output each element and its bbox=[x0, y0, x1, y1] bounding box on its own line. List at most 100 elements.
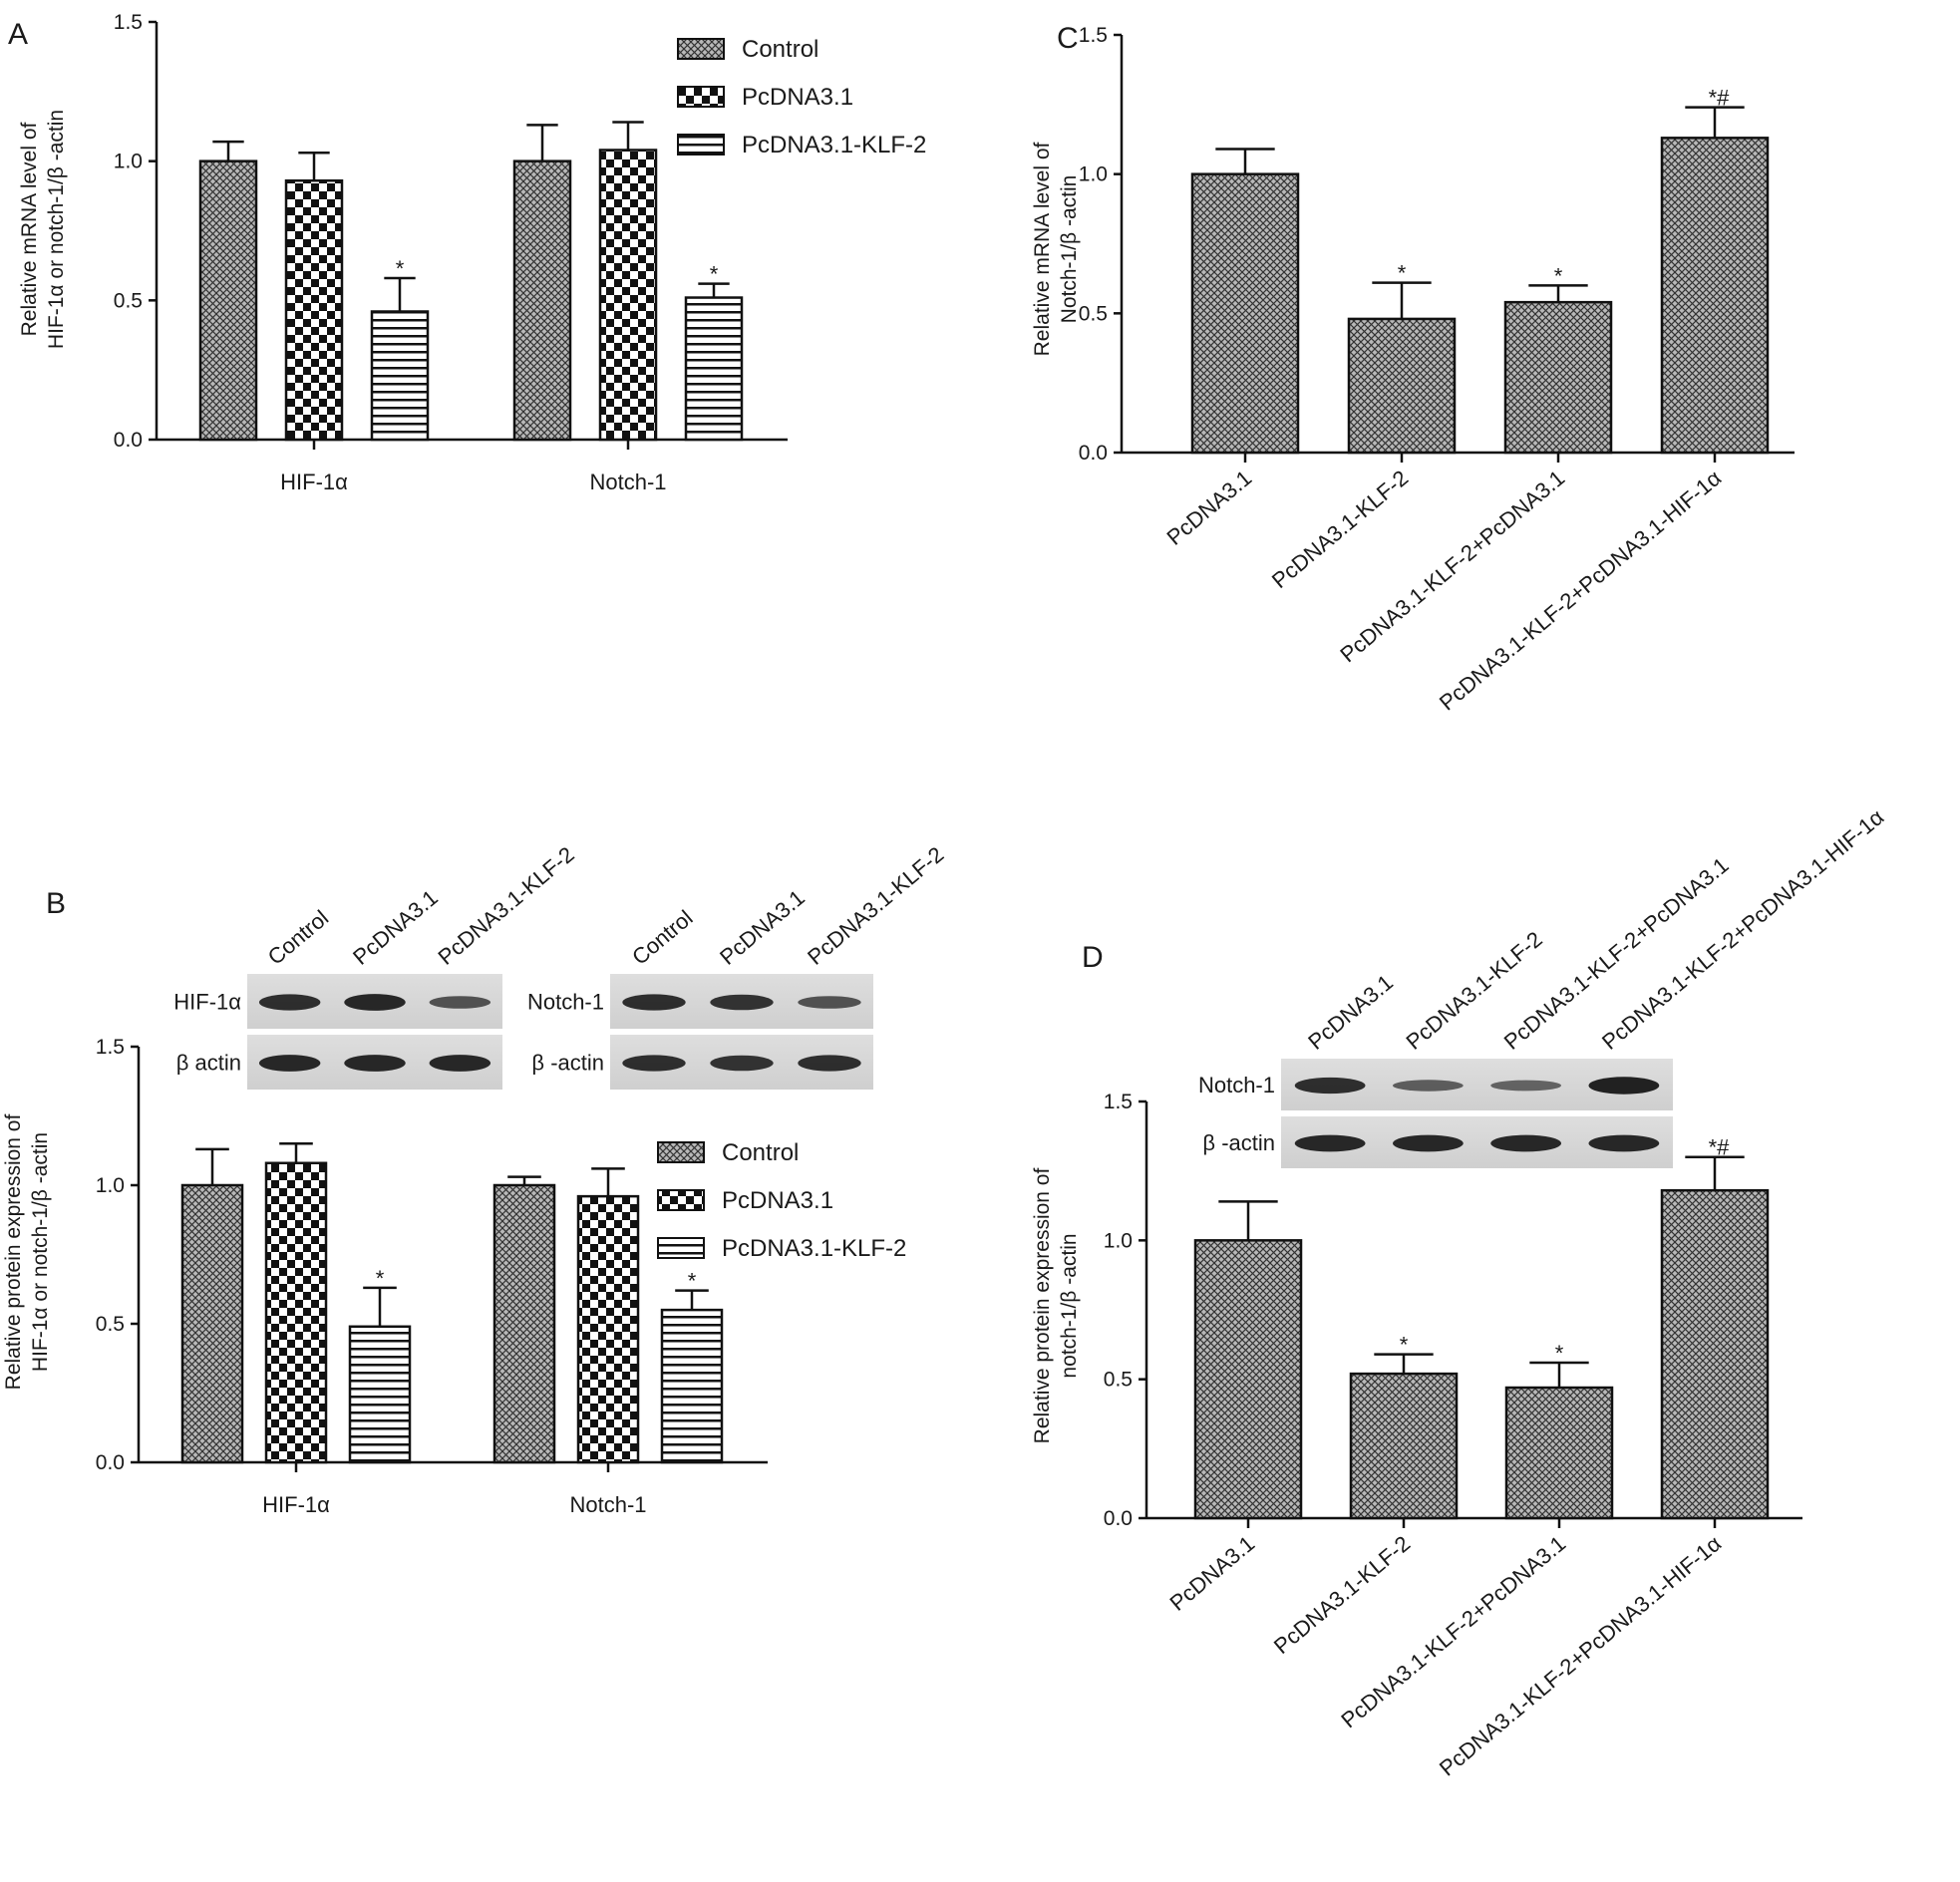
legend-label: PcDNA3.1 bbox=[742, 84, 853, 111]
blot-lane-label: Control bbox=[627, 905, 697, 970]
blot-row-label: Notch-1 bbox=[527, 990, 604, 1015]
blot-row-label: β -actin bbox=[1202, 1130, 1275, 1155]
legend-label: PcDNA3.1-KLF-2 bbox=[722, 1235, 906, 1262]
y-axis-label-line: notch-1/β -actin bbox=[1058, 1233, 1081, 1378]
bar bbox=[348, 1325, 412, 1464]
legend-swatch bbox=[677, 86, 725, 108]
bar bbox=[1347, 317, 1457, 455]
y-axis-label: Relative mRNA level of HIF-1α or notch-1/… bbox=[18, 110, 68, 349]
bar bbox=[1190, 172, 1300, 455]
blot-row-label: HIF-1α bbox=[173, 990, 241, 1015]
blot-lane-label: PcDNA3.1-KLF-2 bbox=[433, 841, 578, 969]
y-tick-label: 0.5 bbox=[1104, 1369, 1133, 1392]
legend-label: PcDNA3.1 bbox=[722, 1187, 833, 1214]
y-tick-label: 0.0 bbox=[114, 429, 143, 452]
y-tick-label: 1.0 bbox=[96, 1174, 125, 1197]
blot-lane-label: PcDNA3.1 bbox=[715, 885, 810, 970]
y-axis-label-line: Relative protein expression of bbox=[2, 1114, 25, 1391]
y-axis-label-line: HIF-1α or notch-1/β -actin bbox=[29, 1132, 52, 1372]
legend-label: Control bbox=[722, 1139, 799, 1166]
y-tick-label: 1.0 bbox=[1079, 163, 1108, 186]
panel-b: 0.0 0.5 1.0 1.5 Relative protein expression … bbox=[2, 841, 948, 1517]
blot-lane-label: Control bbox=[263, 905, 333, 970]
significance-mark: * bbox=[376, 1266, 385, 1291]
x-tick-label: PcDNA3.1 bbox=[1161, 466, 1256, 550]
blot-row-label: β -actin bbox=[531, 1051, 604, 1076]
y-axis-label-line: Relative mRNA level of bbox=[1031, 142, 1054, 356]
bar bbox=[660, 1308, 724, 1464]
y-axis-label: Relative mRNA level of Notch-1/β -actin bbox=[1031, 142, 1081, 356]
x-tick-label: PcDNA3.1-KLF-2+PcDNA3.1-HIF-1α bbox=[1435, 466, 1726, 716]
blot-band bbox=[344, 1055, 406, 1072]
x-tick-label: PcDNA3.1-KLF-2 bbox=[1267, 466, 1413, 593]
bar bbox=[492, 1183, 556, 1464]
bar bbox=[264, 1161, 328, 1464]
bar bbox=[576, 1194, 640, 1464]
significance-mark: * bbox=[1400, 1333, 1409, 1358]
y-tick-label: 0.5 bbox=[96, 1313, 125, 1336]
blot-lane-label: PcDNA3.1-KLF-2 bbox=[803, 841, 948, 969]
y-axis-label-line: Notch-1/β -actin bbox=[1058, 175, 1081, 324]
blot-band bbox=[429, 1055, 491, 1072]
panel-letter-b: B bbox=[46, 887, 66, 920]
significance-mark: *# bbox=[1709, 86, 1731, 111]
legend-swatch bbox=[677, 134, 725, 156]
y-tick-label: 0.5 bbox=[114, 289, 143, 312]
bar bbox=[198, 159, 258, 442]
blot-row-label: Notch-1 bbox=[1198, 1073, 1275, 1098]
bar bbox=[1504, 1386, 1614, 1520]
blot-band bbox=[1393, 1080, 1464, 1092]
y-tick-label: 1.5 bbox=[96, 1036, 125, 1059]
x-tick-label: HIF-1α bbox=[280, 470, 348, 494]
panel-labels: A C B D bbox=[8, 18, 1104, 974]
y-axis-label-line: Relative mRNA level of bbox=[18, 122, 41, 336]
y-tick-label: 0.5 bbox=[1079, 302, 1108, 325]
blot-band bbox=[1490, 1134, 1561, 1152]
x-tick-label: PcDNA3.1-KLF-2 bbox=[1269, 1531, 1415, 1659]
significance-mark: * bbox=[396, 256, 405, 281]
blot-band bbox=[622, 1055, 686, 1072]
legend-swatch bbox=[657, 1141, 705, 1163]
blot-band bbox=[1490, 1080, 1561, 1092]
bar bbox=[684, 296, 744, 442]
y-tick-label: 1.5 bbox=[1079, 24, 1108, 47]
x-tick-label: Notch-1 bbox=[569, 1492, 646, 1517]
blot-band bbox=[1588, 1134, 1660, 1152]
significance-mark: * bbox=[1555, 1341, 1564, 1366]
panel-letter-a: A bbox=[8, 18, 28, 51]
bar bbox=[512, 159, 572, 442]
blot-band bbox=[798, 1055, 861, 1072]
bar bbox=[1503, 300, 1613, 455]
blot-band bbox=[710, 1055, 774, 1072]
y-axis-label-line: Relative protein expression of bbox=[1031, 1168, 1054, 1444]
significance-mark: *# bbox=[1709, 1135, 1731, 1160]
y-axis-label-line: HIF-1α or notch-1/β -actin bbox=[45, 110, 68, 349]
bar bbox=[370, 310, 430, 442]
blot-band bbox=[1588, 1077, 1660, 1095]
bar bbox=[284, 178, 344, 442]
bar bbox=[1349, 1372, 1459, 1520]
legend-swatch bbox=[677, 38, 725, 60]
x-tick-label: PcDNA3.1 bbox=[1164, 1531, 1259, 1616]
blot-band bbox=[710, 994, 774, 1011]
blot-band bbox=[258, 994, 321, 1011]
legend-swatch bbox=[657, 1237, 705, 1259]
y-tick-label: 0.0 bbox=[96, 1451, 125, 1474]
x-tick-label: Notch-1 bbox=[589, 470, 666, 494]
blot-row-label: β actin bbox=[176, 1051, 241, 1076]
bar bbox=[1660, 1188, 1770, 1520]
x-tick-label: HIF-1α bbox=[262, 1492, 330, 1517]
y-tick-label: 0.0 bbox=[1079, 442, 1108, 465]
y-axis-label: Relative protein expression of notch-1/β … bbox=[1031, 1168, 1081, 1444]
legend-label: PcDNA3.1-KLF-2 bbox=[742, 132, 926, 158]
blot-band bbox=[1294, 1077, 1366, 1095]
blot-band bbox=[1294, 1134, 1366, 1152]
panel-d: 0.0 0.5 1.0 1.5 Relative protein expression … bbox=[1031, 804, 1888, 1781]
y-tick-label: 0.0 bbox=[1104, 1507, 1133, 1530]
blot-band bbox=[622, 994, 686, 1011]
y-axis-label: Relative protein expression of HIF-1α or … bbox=[2, 1114, 52, 1391]
blot-lane-label: PcDNA3.1 bbox=[348, 885, 443, 970]
x-tick-label: PcDNA3.1-KLF-2+PcDNA3.1-HIF-1α bbox=[1435, 1531, 1726, 1781]
y-tick-label: 1.5 bbox=[1104, 1091, 1133, 1113]
